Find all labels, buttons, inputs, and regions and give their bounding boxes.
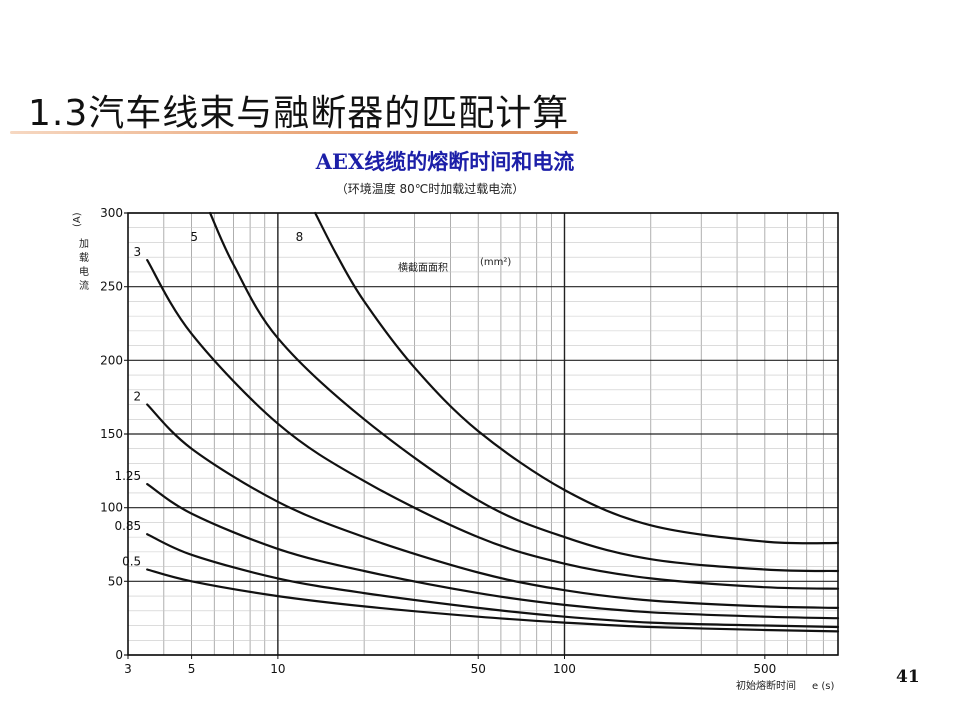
- y-tick-label: 50: [108, 574, 123, 588]
- y-tick-label: 150: [100, 427, 123, 441]
- x-axis-label: 初始熔断时间: [736, 679, 796, 692]
- title-underline: [10, 131, 578, 134]
- x-tick-label: 5: [188, 662, 196, 676]
- legend-title: 横截面面积: [398, 261, 448, 274]
- series-label-1.25: 1.25: [114, 469, 141, 483]
- series-label-0.85: 0.85: [114, 519, 141, 533]
- y-tick-label: 100: [100, 501, 123, 515]
- series-label-8: 8: [296, 230, 304, 244]
- y-axis-label-char-3: 电: [79, 265, 89, 278]
- tick-labels: 0 50 100 150 200 250 300 3 5 10 50 100 500: [100, 206, 776, 676]
- y-axis-label-char-1: 加: [79, 238, 89, 250]
- y-axis-label-char-2: 载: [79, 252, 89, 264]
- x-tick-label: 500: [753, 662, 776, 676]
- y-tick-label: 250: [100, 280, 123, 294]
- series-line-2: [146, 403, 840, 609]
- axes: [127, 212, 839, 656]
- series-lines: [146, 211, 840, 633]
- series-line-5: [209, 211, 840, 573]
- y-tick-label: 0: [115, 648, 123, 662]
- series-line-0.85: [146, 533, 840, 629]
- y-axis-label-char-4: 流: [79, 279, 89, 292]
- series-label-2: 2: [134, 390, 142, 404]
- x-tick-label: 3: [124, 662, 132, 676]
- y-axis-unit: (A): [72, 212, 83, 227]
- x-tick-label: 10: [270, 662, 285, 676]
- slide-title: 1.3汽车线束与融断器的匹配计算: [28, 93, 570, 134]
- y-tick-label: 300: [100, 206, 123, 220]
- plot-frame: [127, 212, 839, 656]
- x-tick-label: 100: [553, 662, 576, 676]
- x-axis-unit: e (s): [812, 681, 834, 692]
- y-tick-label: 200: [100, 353, 123, 367]
- series-label-5: 5: [190, 230, 198, 244]
- x-tick-label: 50: [471, 662, 486, 676]
- series-line-8: [314, 211, 840, 545]
- series-labels: 0.5 0.85 1.25 2 3 5 8: [114, 230, 303, 569]
- page-number: 41: [896, 667, 920, 687]
- legend-unit: (mm²): [480, 257, 511, 268]
- series-line-3: [146, 259, 840, 590]
- series-label-3: 3: [134, 245, 142, 259]
- chart-title: AEX线缆的熔断时间和电流: [315, 149, 575, 174]
- series-line-0.5: [146, 568, 840, 633]
- chart-subtitle: （环境温度 80℃时加载过载电流）: [335, 182, 525, 196]
- series-label-0.5: 0.5: [122, 555, 141, 569]
- series-line-1.25: [146, 483, 840, 620]
